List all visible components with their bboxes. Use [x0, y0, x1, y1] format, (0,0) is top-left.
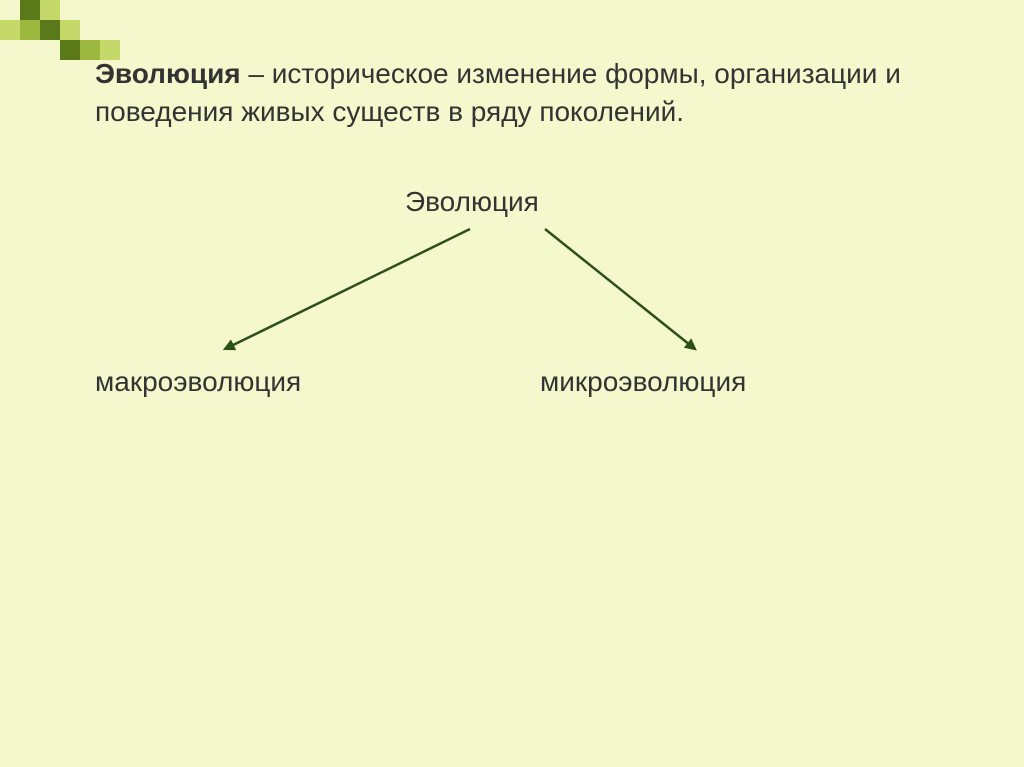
deco-square	[60, 40, 80, 60]
diagram: Эволюция макроэволюция микроэволюция	[95, 186, 954, 426]
corner-decoration	[0, 0, 200, 60]
definition-term: Эволюция	[95, 58, 241, 89]
deco-square	[60, 20, 80, 40]
deco-square	[40, 20, 60, 40]
diagram-root: Эволюция	[405, 186, 539, 218]
diagram-arrows	[95, 221, 895, 371]
deco-square	[100, 40, 120, 60]
definition-text: Эволюция – историческое изменение формы,…	[95, 55, 954, 131]
definition-separator: –	[241, 58, 272, 89]
arrow-line	[225, 229, 470, 349]
diagram-leaf-right: микроэволюция	[540, 366, 746, 398]
deco-square	[0, 20, 20, 40]
deco-square	[40, 0, 60, 20]
arrow-line	[545, 229, 695, 349]
slide: Эволюция – историческое изменение формы,…	[0, 0, 1024, 767]
content-area: Эволюция – историческое изменение формы,…	[0, 0, 1024, 426]
deco-square	[20, 20, 40, 40]
diagram-leaf-left: макроэволюция	[95, 366, 301, 398]
deco-square	[20, 0, 40, 20]
deco-square	[80, 40, 100, 60]
